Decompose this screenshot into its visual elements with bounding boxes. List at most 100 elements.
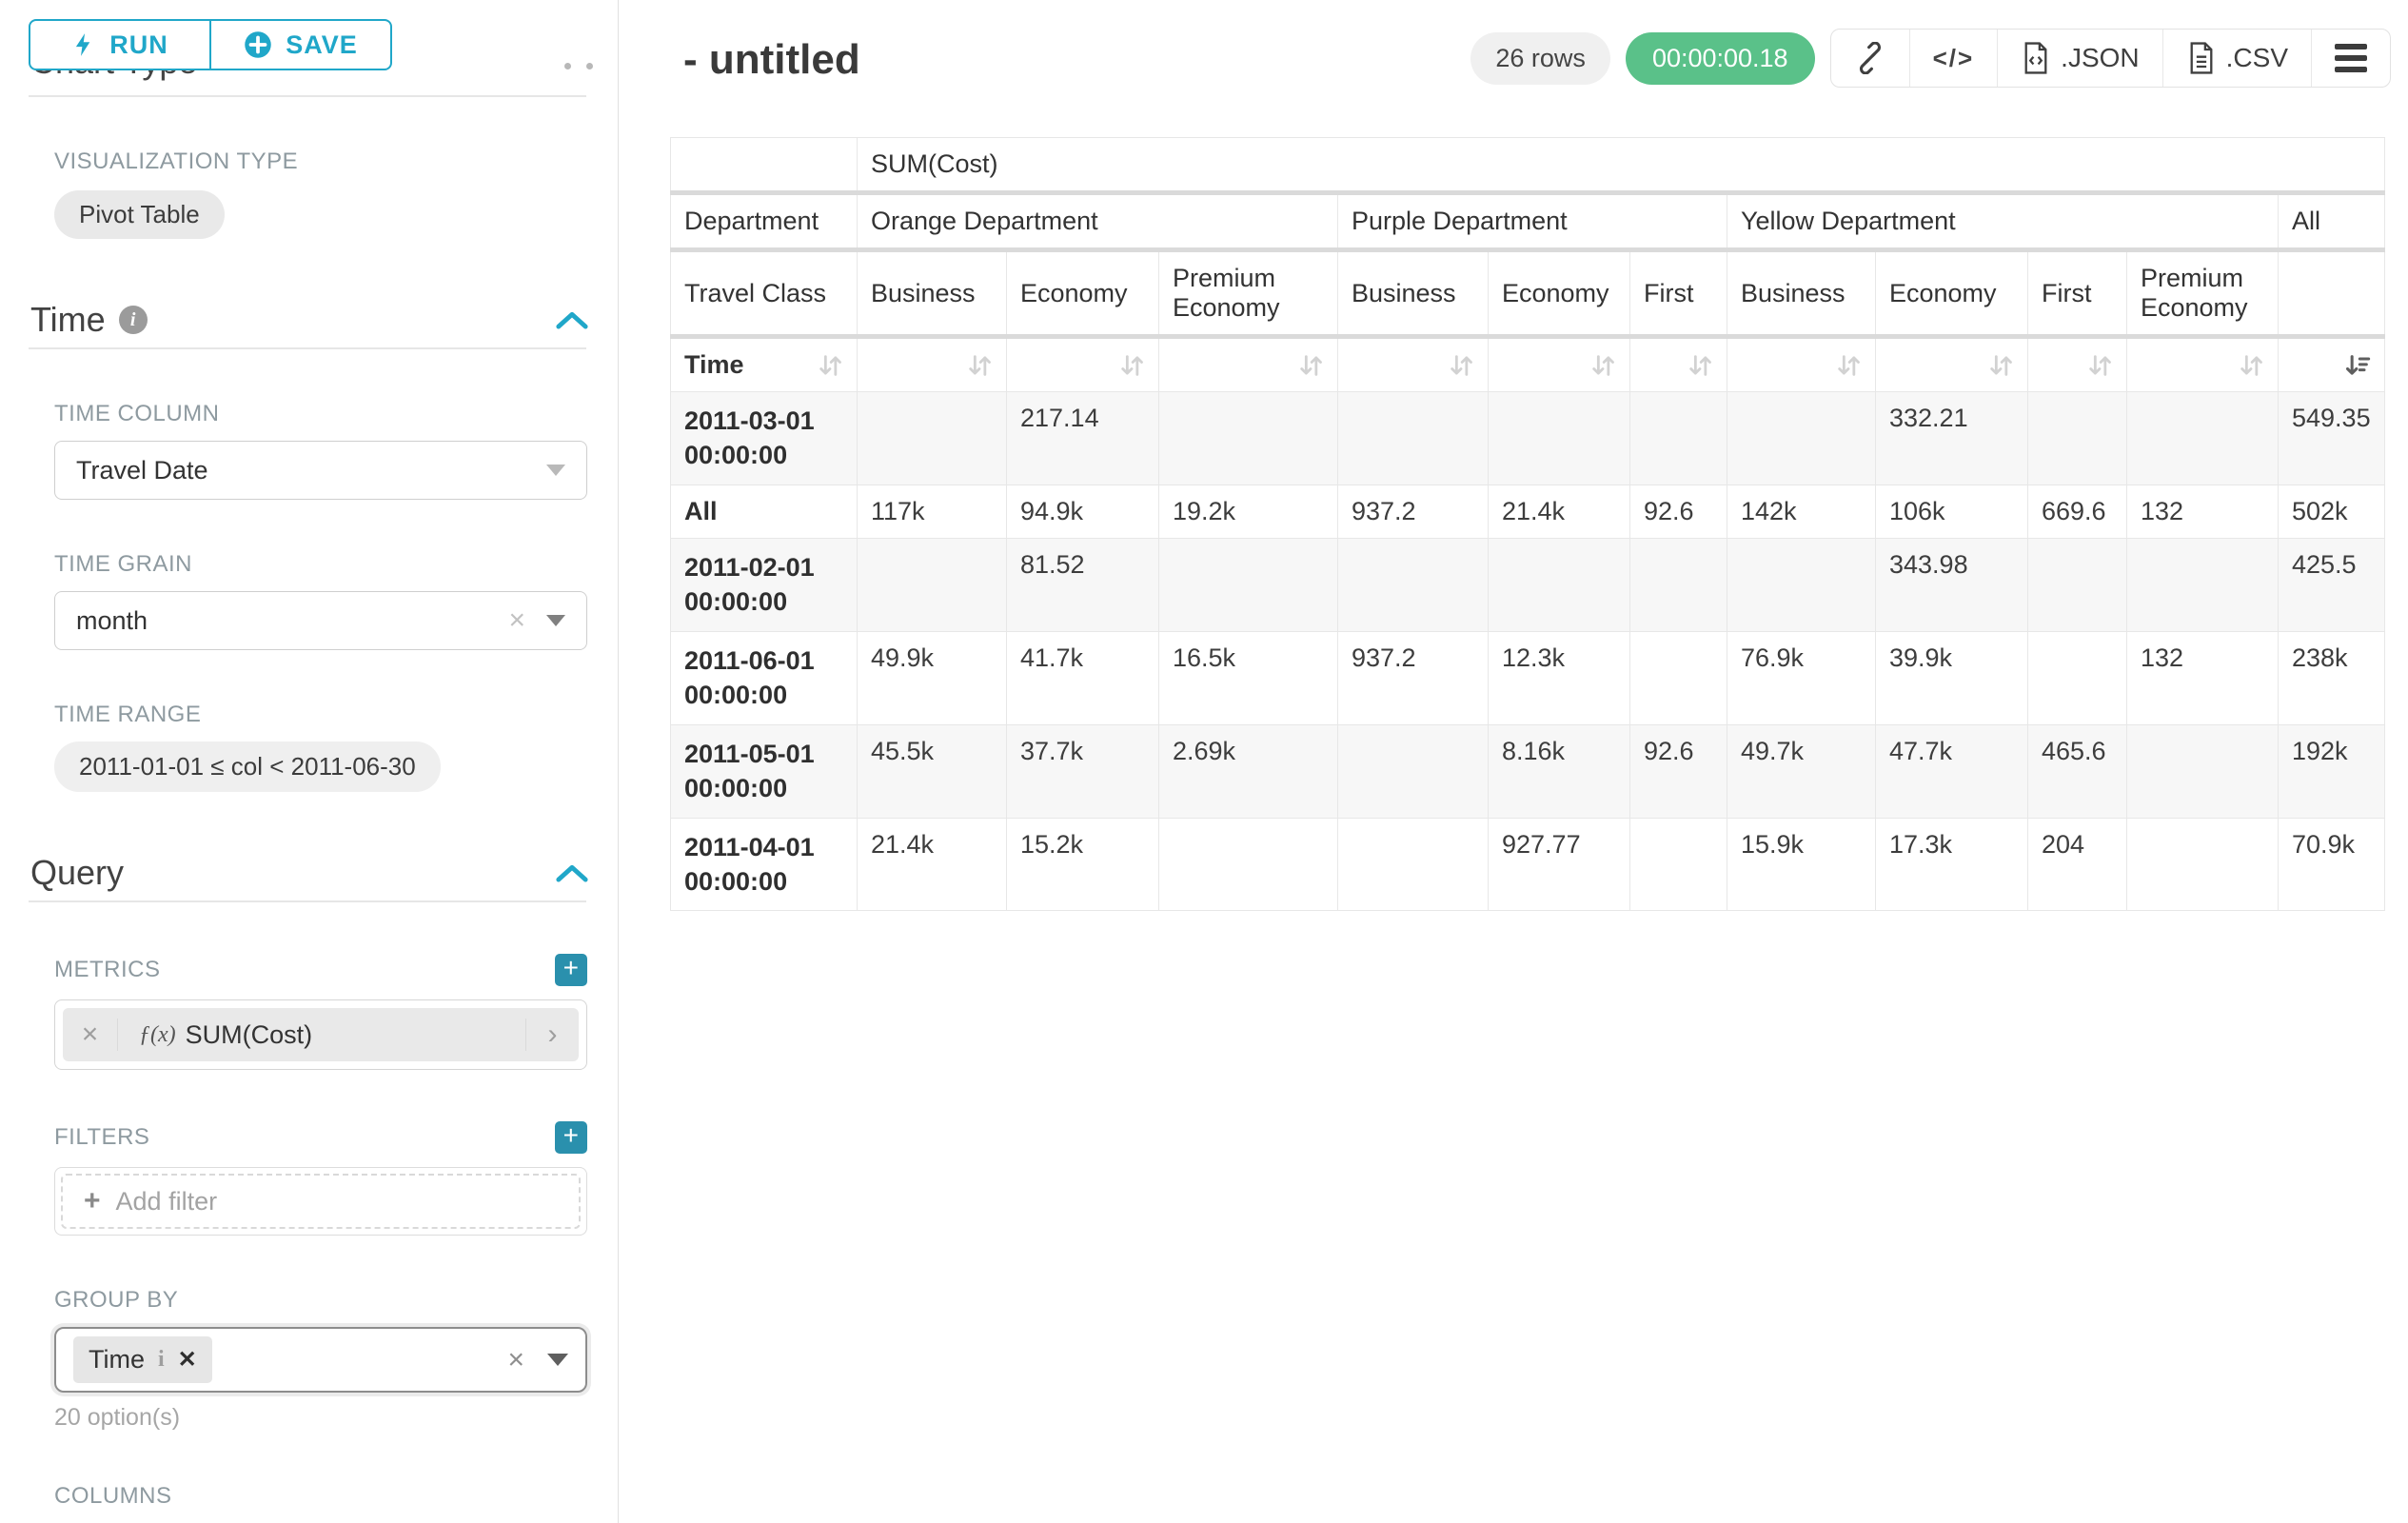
add-filter-dropzone[interactable]: + Add filter <box>61 1174 581 1229</box>
sort-header-cell[interactable] <box>857 336 1007 392</box>
pivot-data-cell <box>1629 630 1727 725</box>
query-section-header[interactable]: Query <box>30 853 588 893</box>
pivot-data-cell: 92.6 <box>1629 723 1727 819</box>
plus-circle-icon <box>245 31 271 58</box>
sort-header-cell[interactable] <box>1006 336 1159 392</box>
pivot-data-cell: 238k <box>2278 630 2385 725</box>
export-csv-button[interactable]: .CSV <box>2163 30 2312 87</box>
dropdown-arrow-icon <box>546 465 565 476</box>
time-section-header[interactable]: Time i <box>30 300 588 340</box>
export-json-button[interactable]: .JSON <box>1998 30 2163 87</box>
hamburger-icon <box>2335 44 2367 72</box>
sort-icon[interactable] <box>1987 352 2014 379</box>
pivot-data-cell <box>1158 537 1338 632</box>
column-header-cell: Economy <box>1488 249 1630 339</box>
sort-icon[interactable] <box>1118 352 1145 379</box>
clear-icon[interactable]: × <box>507 1343 524 1375</box>
visualization-type-value[interactable]: Pivot Table <box>54 190 225 239</box>
save-button[interactable]: SAVE <box>210 19 392 70</box>
table-row: 2011-03-01 00:00:00 217.14 332.21 549.35 <box>670 391 2385 485</box>
pivot-data-cell: 17.3k <box>1875 817 2028 912</box>
pivot-data-cell: 12.3k <box>1488 630 1630 725</box>
pivot-data-cell: 465.6 <box>2027 723 2127 819</box>
sort-header-cell[interactable] <box>1875 336 2028 392</box>
pivot-metric-row: SUM(Cost) <box>670 137 2385 195</box>
sort-icon[interactable] <box>817 352 843 379</box>
control-panel: RUN SAVE Chart Type VISUALIZATION TYPE P… <box>0 0 619 1523</box>
sort-icon[interactable] <box>1589 352 1616 379</box>
sort-icon[interactable] <box>1448 352 1474 379</box>
pivot-data-cell: 502k <box>2278 484 2385 539</box>
add-filter-placeholder: Add filter <box>115 1186 218 1216</box>
remove-tag-icon[interactable]: ✕ <box>177 1347 197 1373</box>
add-filter-button[interactable]: + <box>555 1121 587 1154</box>
chevron-up-icon[interactable] <box>556 862 588 883</box>
copy-link-button[interactable] <box>1831 30 1910 87</box>
pivot-data-cell: 937.2 <box>1337 630 1489 725</box>
pivot-corner-cell <box>670 137 858 195</box>
json-button-label: .JSON <box>2061 43 2140 72</box>
sort-header-cell[interactable] <box>1727 336 1876 392</box>
view-query-button[interactable]: </> <box>1910 30 1999 87</box>
run-button[interactable]: RUN <box>29 19 210 70</box>
clear-icon[interactable]: × <box>508 604 525 636</box>
action-buttons: RUN SAVE <box>29 19 392 70</box>
time-grain-select[interactable]: month × <box>54 591 587 650</box>
pivot-data-cell: 15.2k <box>1006 817 1159 912</box>
pivot-data-cell: 8.16k <box>1488 723 1630 819</box>
chevron-up-icon[interactable] <box>556 309 588 330</box>
pivot-data-cell: 937.2 <box>1337 484 1489 539</box>
pivot-data-cell: 39.9k <box>1875 630 2028 725</box>
pivot-data-cell: 81.52 <box>1006 537 1159 632</box>
pivot-data-cell <box>2027 391 2127 485</box>
sort-header-cell[interactable] <box>1488 336 1630 392</box>
sort-header-cell[interactable] <box>1158 336 1338 392</box>
code-icon: </> <box>1932 43 1975 72</box>
time-header-cell[interactable]: Time <box>670 336 858 392</box>
pivot-data-cell: 217.14 <box>1006 391 1159 485</box>
group-header-cell: Purple Department <box>1337 192 1727 252</box>
menu-button[interactable] <box>2312 30 2390 87</box>
sort-icon[interactable] <box>1835 352 1862 379</box>
sort-header-cell[interactable] <box>1337 336 1489 392</box>
sort-icon[interactable] <box>2086 352 2113 379</box>
time-section-title: Time <box>30 300 106 339</box>
chart-title[interactable]: - untitled <box>683 36 860 83</box>
filters-label: FILTERS + <box>54 1121 587 1154</box>
time-column-select[interactable]: Travel Date <box>54 441 587 500</box>
row-header-cell: 2011-02-01 00:00:00 <box>670 537 858 632</box>
pivot-data-cell <box>1337 537 1489 632</box>
sort-header-cell[interactable] <box>1629 336 1727 392</box>
table-row: 2011-06-01 00:00:00 49.9k 41.7k 16.5k 937.2 1… <box>670 630 2385 725</box>
expand-metric-icon[interactable]: › <box>525 1019 579 1051</box>
time-range-value[interactable]: 2011-01-01 ≤ col < 2011-06-30 <box>54 742 441 792</box>
metric-pill[interactable]: × ƒ(x) SUM(Cost) › <box>63 1008 579 1061</box>
remove-metric-icon[interactable]: × <box>63 1019 118 1051</box>
pivot-data-cell: 2.69k <box>1158 723 1338 819</box>
table-row: All 117k 94.9k 19.2k 937.2 21.4k 92.6 142k 106k 6… <box>670 484 2385 539</box>
pivot-data-cell <box>1337 391 1489 485</box>
panel-drag-handle[interactable] <box>564 63 593 69</box>
sort-header-cell[interactable] <box>2278 336 2385 392</box>
sort-icon[interactable] <box>2238 352 2264 379</box>
sort-header-cell[interactable] <box>2126 336 2279 392</box>
sort-icon[interactable] <box>1297 352 1324 379</box>
time-column-value: Travel Date <box>76 455 208 485</box>
pivot-data-cell: 204 <box>2027 817 2127 912</box>
row-header-cell: 2011-03-01 00:00:00 <box>670 391 858 485</box>
pivot-data-cell: 343.98 <box>1875 537 2028 632</box>
sort-icon[interactable] <box>966 352 993 379</box>
table-row: 2011-05-01 00:00:00 45.5k 37.7k 2.69k 8.16k 9… <box>670 723 2385 819</box>
pivot-data-cell: 332.21 <box>1875 391 2028 485</box>
column-header-cell <box>2278 249 2385 339</box>
sort-icon[interactable] <box>1687 352 1713 379</box>
pivot-data-cell <box>1158 817 1338 912</box>
group-by-select[interactable]: Time i ✕ × <box>54 1327 587 1393</box>
sort-descending-icon[interactable] <box>2344 352 2371 379</box>
metric-header-cell: SUM(Cost) <box>857 137 2385 195</box>
pivot-data-cell: 49.9k <box>857 630 1007 725</box>
add-metric-button[interactable]: + <box>555 954 587 986</box>
group-by-tag-time[interactable]: Time i ✕ <box>73 1336 212 1383</box>
pivot-data-cell: 132 <box>2126 630 2279 725</box>
sort-header-cell[interactable] <box>2027 336 2127 392</box>
